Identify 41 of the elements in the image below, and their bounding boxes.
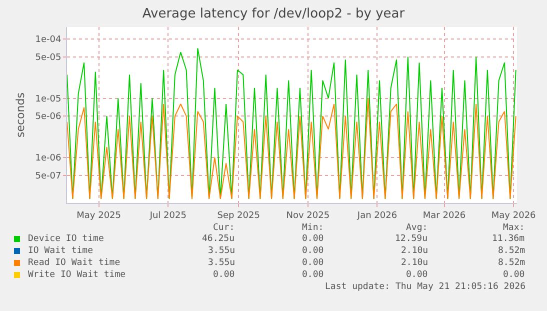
text: 3.55u — [208, 246, 236, 256]
text: 2.10u — [401, 258, 428, 268]
text: 0.00 — [302, 258, 324, 268]
x-tick-label: Sep 2025 — [217, 210, 260, 221]
x-tick-label: May 2025 — [76, 210, 122, 221]
x-tick-label: Nov 2025 — [286, 210, 330, 221]
text: 0.00 — [302, 246, 324, 256]
text: 0.00 — [213, 270, 235, 280]
text: 0.00 — [302, 234, 324, 244]
y-tick-label: 1e-06 — [35, 154, 62, 164]
text: Max: — [503, 223, 525, 233]
text: 0.00 — [406, 270, 428, 280]
text: Last update: Thu May 21 21:05:16 2026 — [325, 282, 526, 292]
x-tick-label: Jul 2025 — [148, 210, 186, 221]
legend-label: Device IO time — [28, 234, 104, 244]
text: 12.59u — [395, 234, 428, 244]
text: 46.25u — [202, 234, 235, 244]
chart-title: Average latency for /dev/loop2 - by year — [142, 6, 406, 22]
y-tick-label: 1e-05 — [35, 94, 62, 104]
text: 8.52m — [498, 258, 526, 268]
text: 2.10u — [401, 246, 428, 256]
x-tick-label: Mar 2026 — [422, 210, 466, 221]
y-axis-title: seconds — [14, 92, 27, 138]
legend-label: Write IO Wait time — [28, 270, 126, 280]
line-series — [67, 98, 516, 200]
legend-label: IO Wait time — [28, 246, 94, 256]
text: Avg: — [406, 223, 428, 233]
y-tick-label: 5e-07 — [35, 171, 62, 182]
y-tick-label: 5e-05 — [35, 53, 62, 64]
text: 8.52m — [498, 246, 526, 256]
x-tick-label: Jan 2026 — [356, 210, 398, 221]
text: 0.00 — [302, 270, 324, 280]
text: 11.36m — [492, 234, 525, 244]
y-tick-label: 5e-06 — [35, 112, 62, 122]
text: 3.55u — [208, 258, 236, 268]
legend-label: Read IO Wait time — [28, 258, 120, 268]
y-tick-label: 1e-04 — [35, 35, 62, 46]
text: 0.00 — [503, 270, 525, 280]
text: Min: — [302, 223, 324, 233]
x-tick-label: May 2026 — [491, 210, 536, 221]
text: Cur: — [213, 223, 235, 233]
